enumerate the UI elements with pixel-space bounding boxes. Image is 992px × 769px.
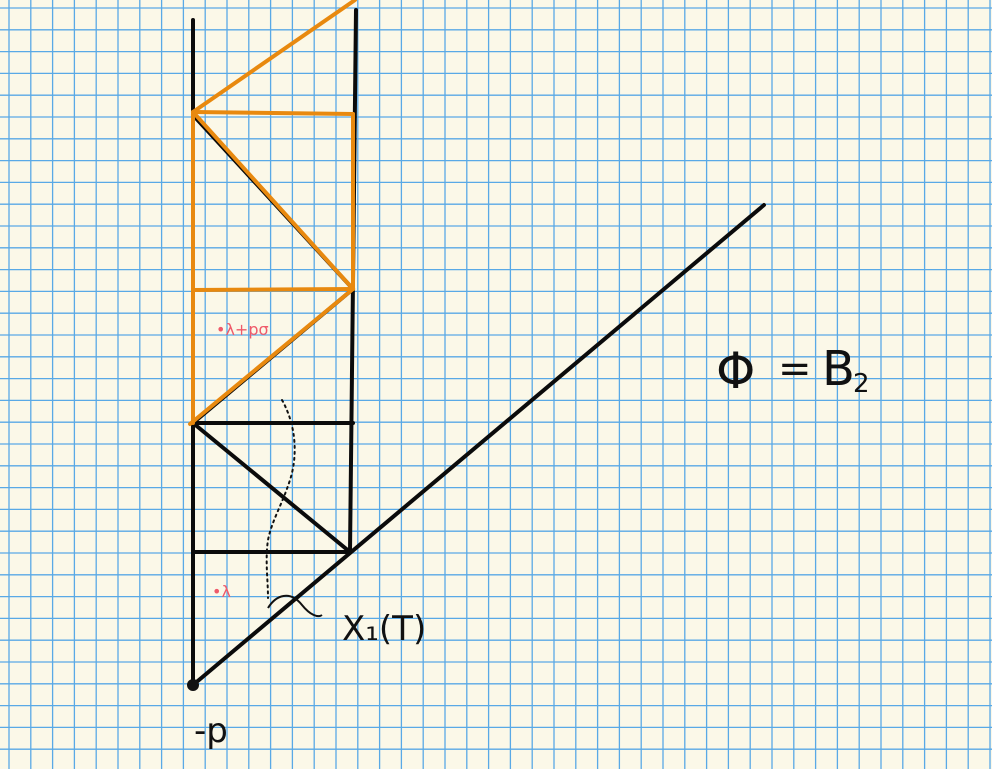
diagonal-rung-lower <box>191 421 352 554</box>
phi-symbol: Φ <box>716 342 755 400</box>
diagonal-wall-line <box>191 203 766 687</box>
lambda-plus-label: •λ+pσ <box>216 320 269 339</box>
weyl-label: X₁(T) <box>342 609 426 649</box>
orange-alcove-lines <box>188 0 357 426</box>
equals-sign: = <box>778 346 812 392</box>
vertex-dot <box>187 679 199 691</box>
lambda-label: •λ <box>212 582 231 601</box>
orange-top-rung <box>191 110 355 116</box>
subscript-two: 2 <box>853 369 870 399</box>
pointer-curve <box>267 594 323 618</box>
dotted-path <box>265 399 296 599</box>
vertex-label: -p <box>194 711 228 751</box>
orange-top-ray <box>191 0 357 114</box>
b-symbol: B <box>822 341 855 397</box>
orange-diagonal-lower <box>188 287 355 426</box>
orange-diagonal-upper <box>191 110 355 291</box>
root-system-label: Φ = B 2 <box>716 341 870 400</box>
orange-middle-rung <box>191 287 355 292</box>
